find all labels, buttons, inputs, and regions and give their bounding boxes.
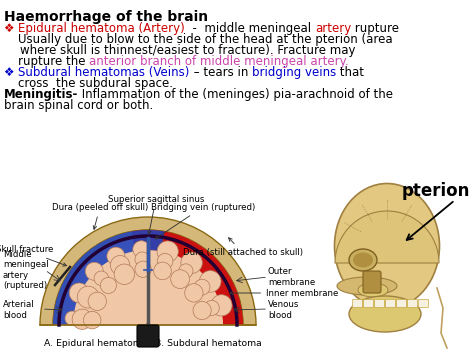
Wedge shape xyxy=(335,211,439,263)
Ellipse shape xyxy=(337,277,397,295)
FancyBboxPatch shape xyxy=(419,300,428,307)
Circle shape xyxy=(171,270,190,289)
FancyBboxPatch shape xyxy=(385,300,395,307)
Text: -  middle meningeal: - middle meningeal xyxy=(185,22,315,35)
Circle shape xyxy=(94,271,109,286)
Circle shape xyxy=(181,252,202,273)
Circle shape xyxy=(193,301,211,320)
Wedge shape xyxy=(131,230,243,325)
Wedge shape xyxy=(53,230,164,325)
Wedge shape xyxy=(40,217,256,325)
Circle shape xyxy=(154,262,171,280)
Circle shape xyxy=(72,309,92,329)
Ellipse shape xyxy=(349,296,421,332)
Circle shape xyxy=(69,283,89,303)
FancyBboxPatch shape xyxy=(353,300,363,307)
Text: rupture the: rupture the xyxy=(18,55,89,68)
Circle shape xyxy=(135,261,151,277)
Text: artery: artery xyxy=(315,22,351,35)
Circle shape xyxy=(200,271,221,292)
Text: pterion: pterion xyxy=(401,182,470,200)
Text: – tears in: – tears in xyxy=(190,66,252,79)
Circle shape xyxy=(77,286,99,308)
Text: Epidural hematoma (Artery): Epidural hematoma (Artery) xyxy=(18,22,185,35)
Text: Outer
membrane: Outer membrane xyxy=(268,267,315,287)
Circle shape xyxy=(88,292,106,311)
Text: A. Epidural hematoma: A. Epidural hematoma xyxy=(44,339,148,348)
Text: that: that xyxy=(336,66,364,79)
FancyBboxPatch shape xyxy=(396,300,407,307)
Text: Venous
blood: Venous blood xyxy=(268,300,300,320)
Circle shape xyxy=(133,241,150,258)
Circle shape xyxy=(114,264,135,284)
Circle shape xyxy=(83,311,101,329)
Text: Skull fracture: Skull fracture xyxy=(0,246,66,266)
Text: rupture: rupture xyxy=(351,22,399,35)
Circle shape xyxy=(194,279,210,295)
Wedge shape xyxy=(53,230,243,325)
Ellipse shape xyxy=(335,184,439,308)
Text: Dura (peeled off skull): Dura (peeled off skull) xyxy=(52,202,148,229)
Circle shape xyxy=(179,264,193,278)
Text: brain spinal cord or both.: brain spinal cord or both. xyxy=(4,99,153,112)
Text: Usually due to blow to the side of the head at the pterion (area: Usually due to blow to the side of the h… xyxy=(18,33,392,46)
Text: Arterial
blood: Arterial blood xyxy=(3,300,35,320)
Text: B. Subdural hematoma: B. Subdural hematoma xyxy=(155,339,261,348)
Ellipse shape xyxy=(353,252,373,268)
FancyBboxPatch shape xyxy=(363,271,381,293)
Text: ❖: ❖ xyxy=(4,22,18,35)
Text: Haemorrhage of the brain: Haemorrhage of the brain xyxy=(4,10,208,24)
FancyBboxPatch shape xyxy=(408,300,418,307)
Circle shape xyxy=(85,262,103,280)
Wedge shape xyxy=(59,236,237,325)
Circle shape xyxy=(110,256,130,275)
Circle shape xyxy=(204,300,219,316)
Text: where skull is thinnest/easiest to fracture). Fracture may: where skull is thinnest/easiest to fract… xyxy=(20,44,356,57)
Circle shape xyxy=(135,252,149,267)
Ellipse shape xyxy=(358,283,388,297)
FancyBboxPatch shape xyxy=(364,300,374,307)
Text: Middle
meningeal
artery
(ruptured): Middle meningeal artery (ruptured) xyxy=(3,250,49,290)
Circle shape xyxy=(157,241,178,262)
Text: bridging veins: bridging veins xyxy=(252,66,336,79)
FancyBboxPatch shape xyxy=(137,325,159,347)
Circle shape xyxy=(100,277,117,294)
Circle shape xyxy=(65,311,80,326)
Text: anterior branch of middle meningeal artery.: anterior branch of middle meningeal arte… xyxy=(89,55,349,68)
Ellipse shape xyxy=(349,249,377,271)
Text: Subdural hematomas (Veins): Subdural hematomas (Veins) xyxy=(18,66,190,79)
FancyBboxPatch shape xyxy=(374,300,384,307)
Text: cross  the subdural space.: cross the subdural space. xyxy=(18,77,173,90)
Text: Dura (still attached to skull): Dura (still attached to skull) xyxy=(183,238,303,257)
Circle shape xyxy=(185,284,203,302)
Text: Bridging vein (ruptured): Bridging vein (ruptured) xyxy=(151,202,255,239)
Circle shape xyxy=(211,295,232,316)
Text: Meningitis-: Meningitis- xyxy=(4,88,78,101)
Text: Inflammation of the (meninges) pia-arachnoid of the: Inflammation of the (meninges) pia-arach… xyxy=(78,88,393,101)
Circle shape xyxy=(157,253,173,269)
Text: ❖: ❖ xyxy=(4,66,18,79)
Text: Superior sagittal sinus: Superior sagittal sinus xyxy=(108,195,204,234)
Circle shape xyxy=(107,247,125,265)
Text: Inner membrane: Inner membrane xyxy=(230,289,338,297)
